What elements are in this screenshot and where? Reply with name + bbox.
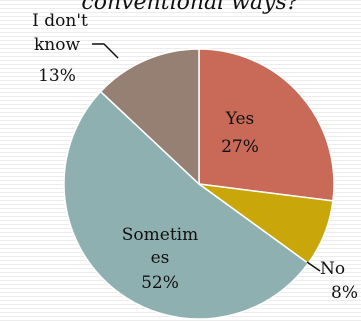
- leader-line-no: [306, 261, 321, 272]
- label-dontknow-line1: I don't: [32, 11, 88, 31]
- label-sometimes-line1: Sometim: [122, 225, 198, 245]
- label-yes: Yes: [225, 109, 255, 129]
- slice-dontknow: [99, 48, 200, 186]
- leader-line-dontknow: [92, 43, 119, 59]
- label-no: No: [320, 259, 345, 279]
- label-dontknow-line2: know: [34, 35, 80, 55]
- slice-sometimes: [63, 90, 310, 320]
- label-dontknow-pct: 13%: [38, 66, 76, 86]
- label-sometimes-pct: 52%: [141, 273, 179, 293]
- label-yes-pct: 27%: [221, 137, 259, 157]
- chart-title: conventional ways?: [81, 0, 298, 15]
- slice-yes: [198, 48, 335, 202]
- label-sometimes-line2: es: [151, 248, 170, 268]
- label-no-pct: 8%: [331, 283, 358, 303]
